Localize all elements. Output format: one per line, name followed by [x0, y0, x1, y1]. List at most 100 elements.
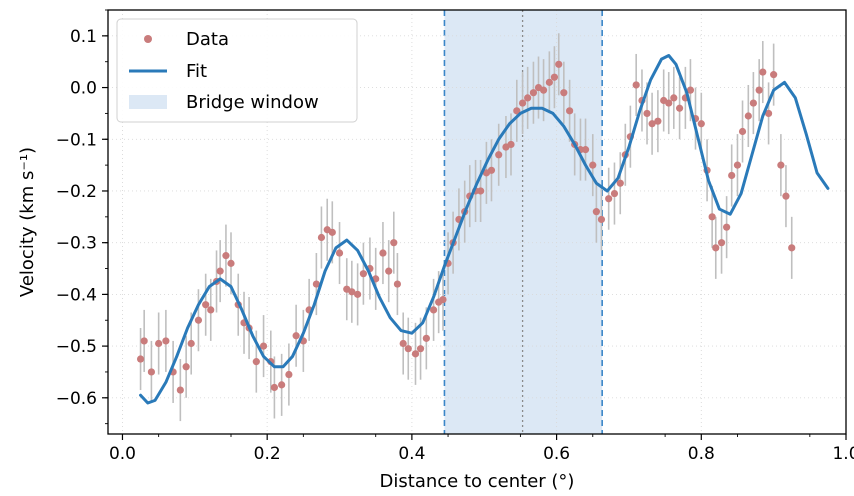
x-tick-label: 0.2: [254, 444, 281, 464]
data-point: [589, 161, 597, 169]
data-point: [610, 189, 619, 198]
data-point: [147, 368, 156, 376]
data-point: [429, 306, 438, 314]
data-point: [278, 381, 286, 389]
x-axis-label: Distance to center (°): [380, 471, 575, 492]
data-point: [176, 386, 184, 394]
legend-bridge-window-patch: [129, 95, 167, 109]
data-point: [359, 270, 368, 278]
data-point: [477, 187, 485, 195]
y-tick-label: 0.0: [70, 79, 97, 99]
legend-data-marker: [144, 35, 152, 43]
data-point: [194, 316, 203, 324]
data-point: [270, 383, 279, 392]
data-points: [136, 60, 796, 394]
x-tick-label: 1.0: [832, 444, 854, 464]
data-point: [749, 99, 757, 107]
data-point: [555, 60, 563, 68]
data-point: [728, 171, 736, 180]
data-point: [529, 89, 538, 97]
data-point: [155, 339, 163, 348]
data-point: [708, 213, 716, 221]
data-point: [227, 259, 235, 267]
data-point: [597, 215, 606, 224]
data-point: [545, 78, 553, 86]
data-point: [202, 301, 210, 309]
data-point: [411, 350, 420, 358]
data-point: [733, 161, 742, 169]
data-point: [317, 233, 326, 242]
y-tick-label: −0.5: [56, 337, 97, 357]
data-point: [524, 94, 532, 102]
data-point: [162, 337, 170, 345]
plot-frame: [107, 9, 847, 435]
x-axis-ticks: 0.0 0.2 0.4 0.6 0.8 1.0: [109, 434, 854, 464]
data-point: [422, 334, 430, 342]
data-point: [777, 161, 785, 169]
data-point: [712, 244, 720, 252]
data-point: [140, 337, 148, 345]
data-point: [207, 306, 215, 314]
data-point: [487, 166, 496, 174]
data-point: [216, 267, 224, 275]
data-point: [539, 86, 548, 94]
data-point: [616, 179, 624, 187]
legend-label-bridge-window: Bridge window: [186, 92, 319, 113]
data-point: [605, 195, 613, 203]
data-point: [782, 192, 790, 200]
data-point: [759, 68, 767, 76]
data-point: [755, 86, 763, 94]
data-point: [648, 120, 656, 128]
data-point: [697, 120, 705, 128]
data-point: [738, 127, 747, 136]
data-point: [507, 140, 515, 149]
data-point: [399, 339, 407, 348]
y-tick-label: −0.6: [56, 389, 97, 409]
x-tick-label: 0.8: [688, 444, 715, 464]
fit-line: [139, 54, 830, 405]
y-tick-label: −0.2: [56, 182, 97, 202]
legend-label-data: Data: [186, 29, 229, 50]
data-point: [348, 288, 356, 296]
data-point: [560, 89, 568, 97]
data-point: [764, 109, 773, 118]
data-point: [513, 107, 521, 115]
data-point: [675, 104, 684, 112]
data-point: [566, 107, 574, 115]
data-point: [632, 81, 640, 89]
legend-box: [116, 18, 358, 123]
data-point: [354, 290, 362, 298]
data-point: [665, 99, 673, 107]
data-point: [328, 228, 336, 236]
x-tick-label: 0.4: [398, 444, 425, 464]
data-point: [259, 342, 268, 350]
data-point: [187, 339, 195, 348]
y-tick-label: 0.1: [70, 27, 97, 47]
x-tick-label: 0.6: [543, 444, 570, 464]
data-point: [292, 332, 300, 340]
data-point: [222, 252, 230, 260]
data-point: [670, 94, 678, 102]
data-point: [518, 99, 527, 107]
x-tick-label: 0.0: [109, 444, 136, 464]
data-point: [744, 112, 752, 120]
data-point: [686, 86, 695, 94]
data-point: [252, 358, 260, 366]
data-point: [788, 244, 796, 252]
data-point: [581, 146, 590, 154]
data-point: [723, 223, 731, 231]
data-point: [136, 355, 145, 363]
data-point: [550, 73, 559, 81]
data-point: [416, 345, 425, 353]
data-point: [385, 267, 393, 275]
data-point: [393, 280, 402, 288]
y-axis-label: Velocity (km s⁻¹): [17, 147, 38, 297]
legend-label-fit: Fit: [186, 61, 207, 82]
data-point: [643, 109, 651, 118]
data-point: [439, 295, 447, 304]
data-point: [390, 239, 398, 247]
data-point: [404, 345, 412, 353]
data-point: [379, 249, 387, 257]
data-point: [335, 249, 344, 257]
